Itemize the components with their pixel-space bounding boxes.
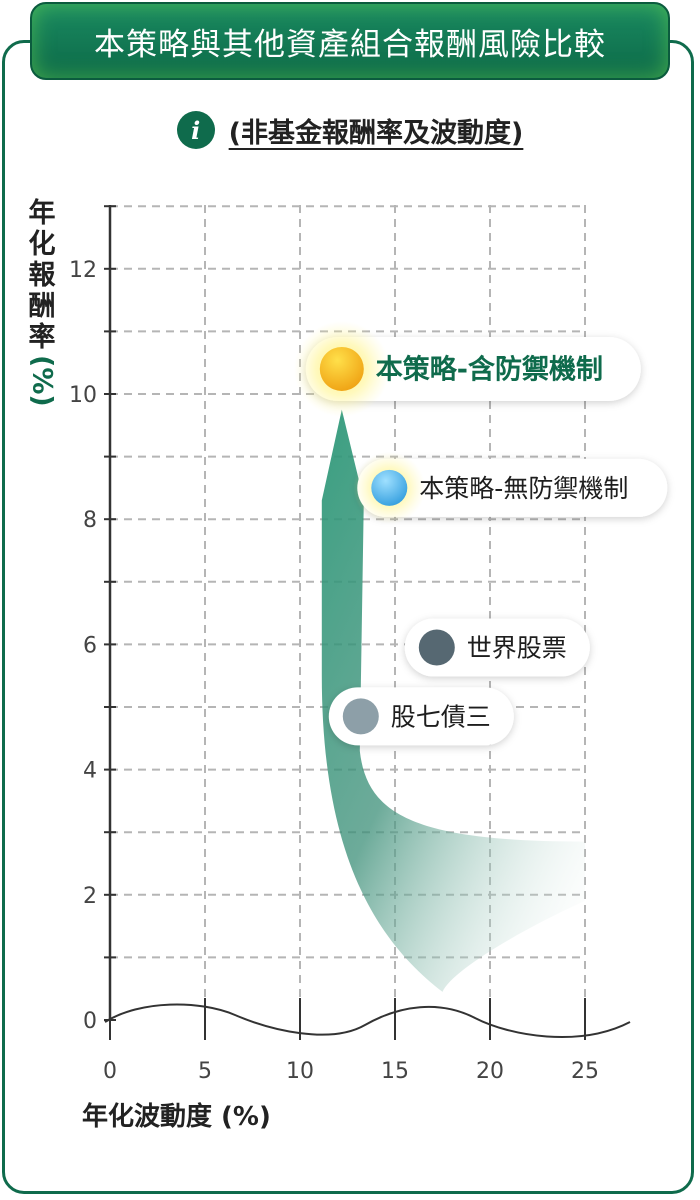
- x-tick-label: 10: [286, 1059, 314, 1084]
- y-axis-label-char: 報: [28, 260, 56, 291]
- data-point-marker: [418, 629, 455, 666]
- info-icon[interactable]: i: [176, 111, 215, 149]
- x-tick-label: 15: [381, 1059, 409, 1084]
- data-point-group: 本策略-無防禦機制: [353, 451, 668, 524]
- trend-arrow: [321, 409, 585, 992]
- chart-title: 本策略與其他資產組合報酬風險比較: [30, 2, 670, 80]
- axis-layer: 0 2 4 6 8 10 12 0 5 10 15 20 25: [69, 205, 631, 1084]
- data-point-marker: [319, 346, 364, 391]
- data-point-label-pill: [305, 336, 641, 401]
- data-point-group: 世界股票: [404, 618, 590, 677]
- y-axis-label-char: 化: [28, 229, 56, 260]
- data-point-label: 股七債三: [391, 702, 491, 731]
- data-point-label: 本策略-無防禦機制: [419, 474, 628, 503]
- y-tick-label: 0: [83, 1009, 97, 1034]
- data-point-group: 股七債三: [328, 687, 514, 746]
- y-tick-label: 12: [69, 258, 97, 283]
- x-tick-label: 0: [103, 1059, 117, 1084]
- y-tick-label: 4: [83, 759, 97, 784]
- x-tick-label: 25: [571, 1059, 599, 1084]
- x-axis-label: 年化波動度 (%): [82, 1102, 271, 1132]
- x-tick-label: 5: [198, 1059, 212, 1084]
- data-point-label: 本策略-含防禦機制: [376, 354, 603, 386]
- data-point-marker: [371, 469, 408, 506]
- y-axis-label-char: 率: [28, 322, 56, 353]
- chart-title-text: 本策略與其他資產組合報酬風險比較: [94, 26, 606, 63]
- data-point-label-pill: [404, 618, 590, 677]
- x-tick-label: 20: [476, 1059, 504, 1084]
- x-axis-break-wave: [104, 1003, 631, 1038]
- y-tick-label: 2: [83, 884, 97, 909]
- y-axis-label: 年 化 報 酬 率 (%): [22, 198, 62, 407]
- data-point-label-pill: [357, 458, 668, 517]
- y-axis-label-char: 年: [28, 198, 56, 229]
- data-point-group: 本策略-含防禦機制: [293, 320, 641, 417]
- data-point-label-pill: [328, 687, 514, 746]
- subtitle-row: i (非基金報酬率及波動度): [0, 108, 700, 152]
- y-axis-label-char: 酬: [28, 291, 56, 322]
- y-tick-label: 8: [83, 508, 97, 533]
- y-tick-label: 10: [69, 383, 97, 408]
- data-point-marker: [342, 698, 379, 735]
- y-axis-label-unit: (%): [26, 355, 58, 407]
- arrow-layer: [321, 409, 585, 992]
- y-tick-label: 6: [83, 633, 97, 658]
- data-point-label: 世界股票: [467, 634, 567, 663]
- chart-subtitle: (非基金報酬率及波動度): [228, 117, 524, 149]
